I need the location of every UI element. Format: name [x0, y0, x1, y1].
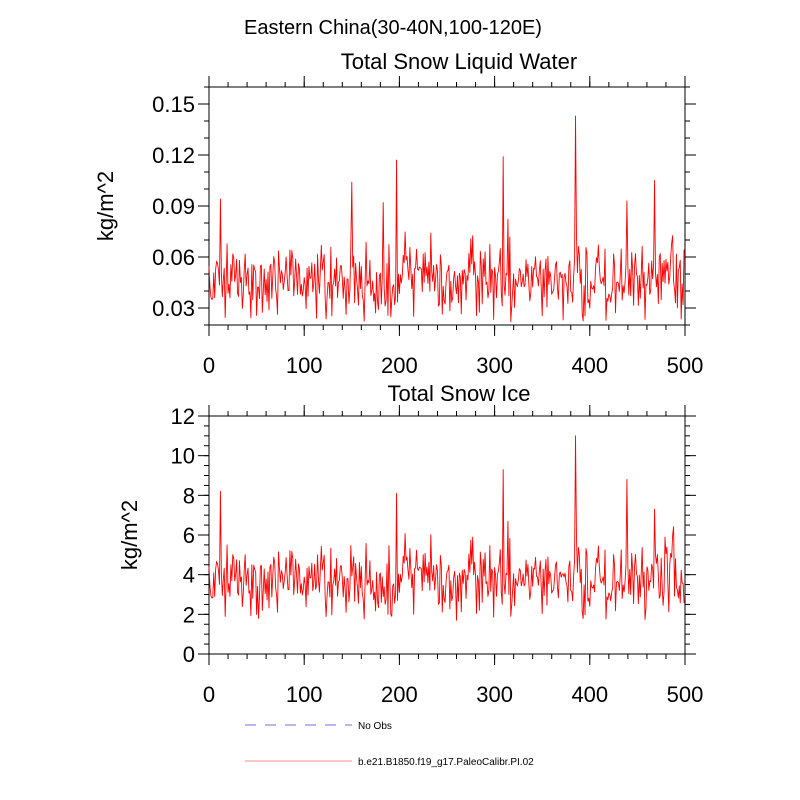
x-tick-label: 0	[203, 353, 215, 378]
x-tick-label: 200	[381, 353, 418, 378]
legend-label-model-run: b.e21.B1850.f19_g17.PaleoCalibr.PI.02	[358, 757, 534, 768]
x-tick-label: 500	[667, 682, 704, 707]
y-tick-label: 0.12	[152, 143, 195, 168]
legend-label-no-obs: No Obs	[358, 721, 392, 732]
x-tick-label: 100	[286, 353, 323, 378]
panel-snow-liquid-water: Total Snow Liquid Water kg/m^2 0.03 0.06 0.0…	[93, 49, 703, 378]
y-tick-label: 2	[183, 602, 195, 627]
plot-frame	[208, 415, 686, 655]
panel-title: Total Snow Ice	[387, 381, 530, 406]
series-line-0	[208, 435, 685, 621]
panel-title: Total Snow Liquid Water	[341, 49, 577, 74]
x-tick-label: 100	[286, 682, 323, 707]
legend: No Obs b.e21.B1850.f19_g17.PaleoCalibr.P…	[245, 721, 534, 768]
y-tick-label: 8	[183, 483, 195, 508]
x-tick-label: 300	[476, 353, 513, 378]
y-tick-label: 0.06	[152, 245, 195, 270]
x-tick-label: 300	[476, 682, 513, 707]
y-tick-label: 0.09	[152, 194, 195, 219]
series-line-0	[208, 115, 685, 323]
y-tick-label: 10	[171, 444, 195, 469]
y-tick-label: 4	[183, 563, 195, 588]
plot-frame	[208, 86, 686, 326]
y-tick-label: 0.15	[152, 92, 195, 117]
x-tick-label: 0	[203, 682, 215, 707]
y-tick-label: 0.03	[152, 296, 195, 321]
y-axis-label: kg/m^2	[93, 171, 118, 241]
figure-suptitle: Eastern China(30-40N,100-120E)	[244, 17, 542, 39]
x-tick-label: 400	[571, 353, 608, 378]
x-tick-label: 500	[667, 353, 704, 378]
y-tick-label: 6	[183, 523, 195, 548]
y-axis-label: kg/m^2	[117, 500, 142, 570]
y-tick-label: 0	[183, 642, 195, 667]
x-tick-label: 400	[571, 682, 608, 707]
y-tick-label: 12	[171, 404, 195, 429]
panel-snow-ice: Total Snow Ice kg/m^2 0 2 4 6 8 10 12 0 100 200 300 4…	[117, 381, 703, 707]
x-tick-label: 200	[381, 682, 418, 707]
